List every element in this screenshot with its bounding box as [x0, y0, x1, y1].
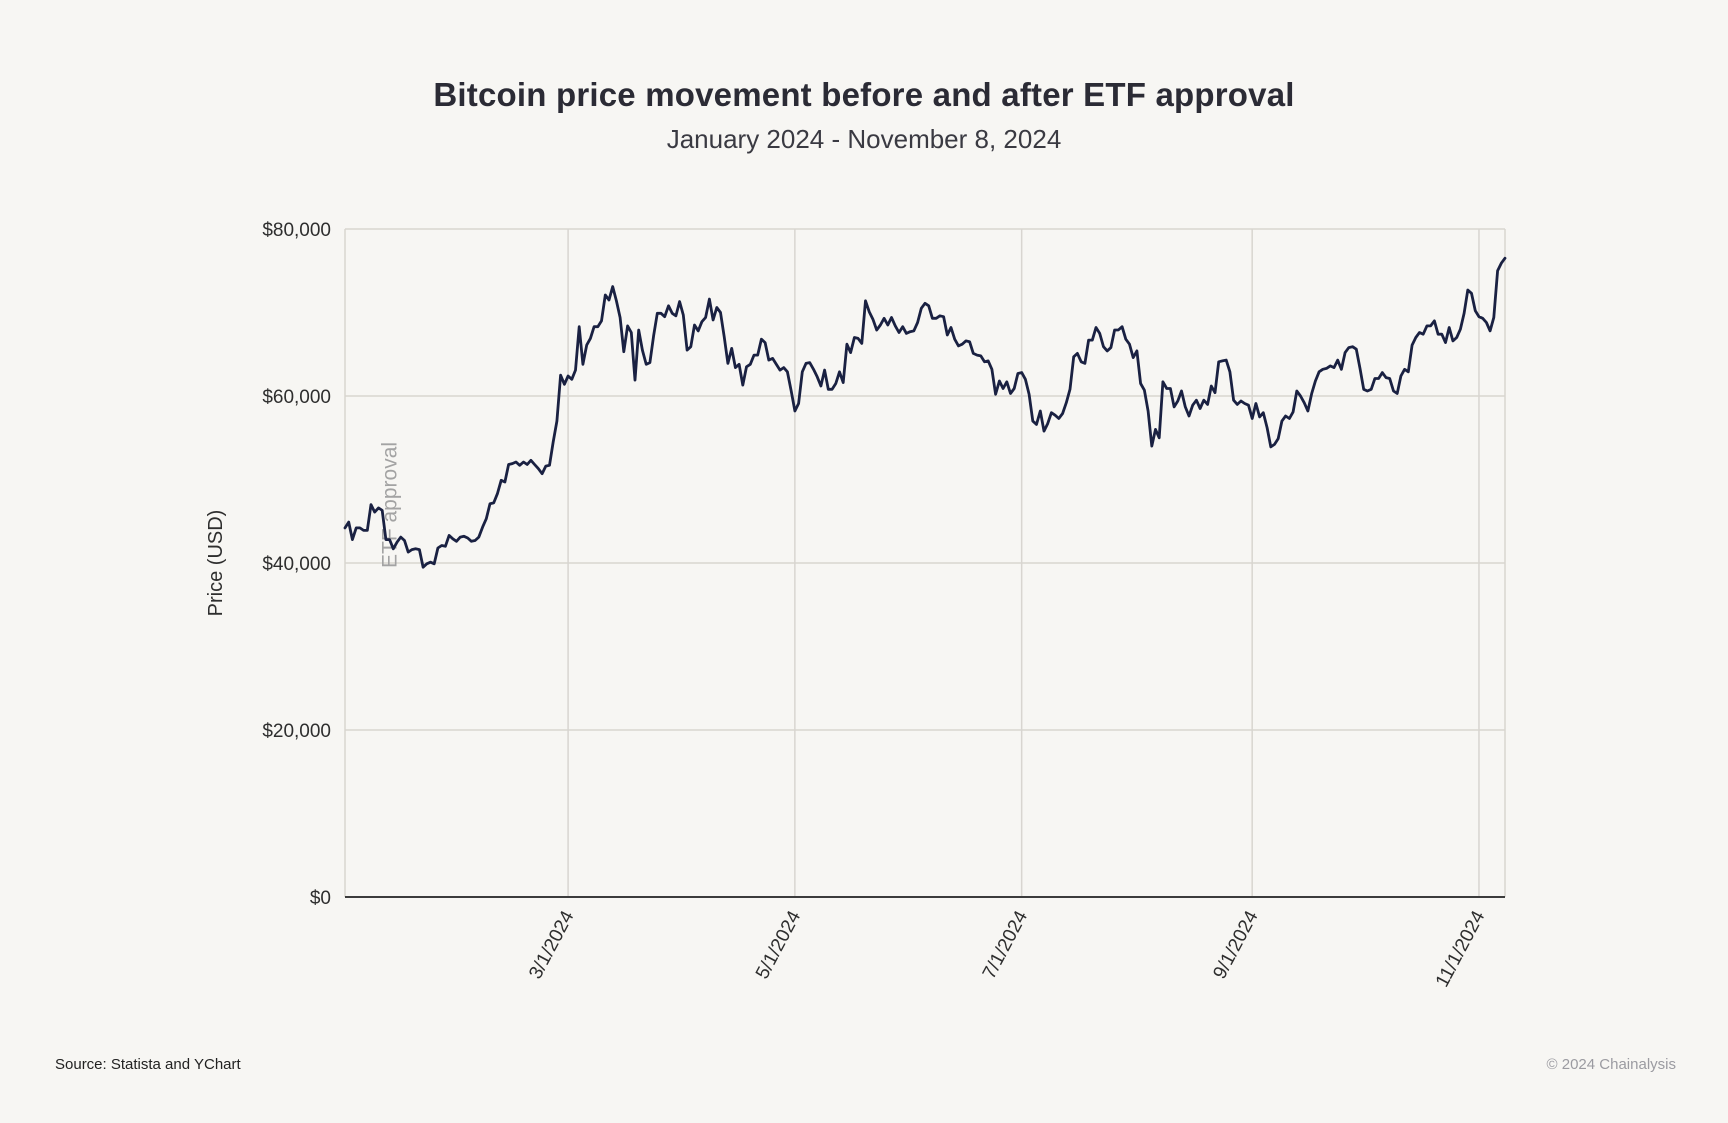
x-tick-label: 7/1/2024 — [979, 907, 1032, 983]
y-tick-label: $20,000 — [262, 721, 331, 742]
copyright-note: © 2024 Chainalysis — [1546, 1056, 1676, 1073]
y-tick-labels: $0 $20,000 $40,000 $60,000 $80,000 — [262, 220, 331, 909]
x-tick-label: 11/1/2024 — [1432, 907, 1490, 991]
etf-approval-annotation: ETF approval — [378, 442, 401, 568]
chart-title: Bitcoin price movement before and after … — [433, 76, 1295, 113]
y-tick-label: $60,000 — [262, 387, 331, 408]
x-tick-label: 9/1/2024 — [1209, 907, 1262, 983]
source-note: Source: Statista and YChart — [55, 1056, 241, 1073]
y-tick-label: $0 — [310, 888, 331, 909]
y-tick-label: $40,000 — [262, 554, 331, 575]
x-tick-label: 3/1/2024 — [525, 907, 578, 983]
x-tick-label: 5/1/2024 — [752, 907, 805, 983]
chart-subtitle: January 2024 - November 8, 2024 — [666, 124, 1062, 154]
x-tick-labels: 3/1/2024 5/1/2024 7/1/2024 9/1/2024 11/1/202… — [525, 907, 1489, 991]
y-axis-title: Price (USD) — [205, 510, 227, 617]
y-tick-label: $80,000 — [262, 220, 331, 241]
price-line — [343, 256, 1507, 569]
gridlines — [344, 228, 1506, 897]
